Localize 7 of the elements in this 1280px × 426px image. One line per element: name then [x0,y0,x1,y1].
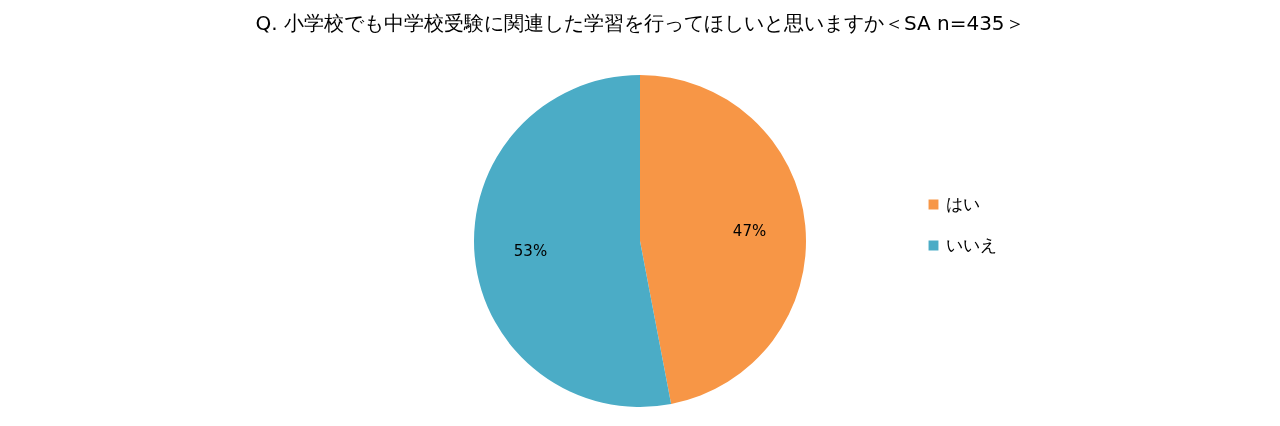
chart-title: Q. 小学校でも中学校受験に関連した学習を行ってほしいと思いますか＜SA n=435＞ [255,11,1025,35]
pie-slice [474,75,672,407]
legend-label: はい [946,193,980,214]
data-label: 47% [732,221,767,240]
data-label: 53% [513,242,548,261]
pie-slice [640,75,806,405]
legend-label: いいえ [946,234,997,255]
